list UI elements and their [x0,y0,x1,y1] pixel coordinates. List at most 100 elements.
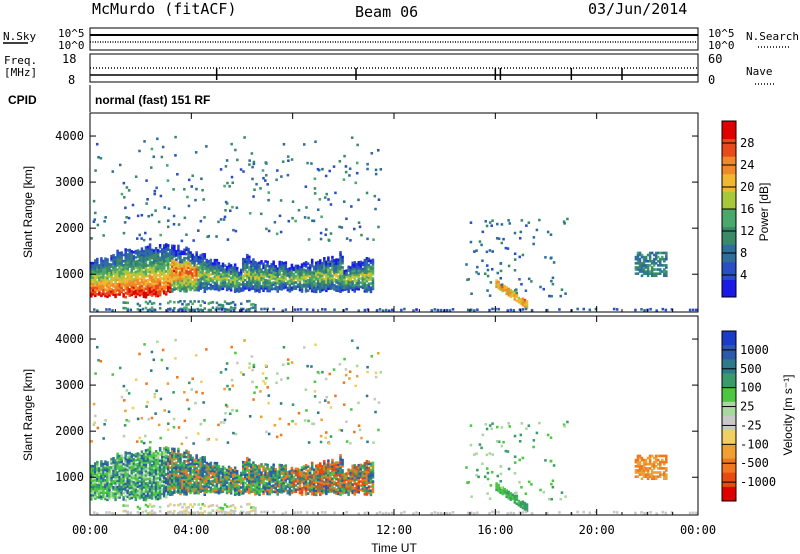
velocity-cell [130,482,134,485]
velocity-cell [175,477,178,481]
power-cell [321,280,324,284]
velocity-cell [278,469,282,473]
power-cell [140,255,144,259]
power-cell [136,265,140,269]
power-cell [179,279,182,282]
power-cell [387,309,391,312]
velocity-cell [162,463,166,467]
power-cell [509,291,513,294]
power-cell [640,264,644,267]
velocity-cell [150,466,154,469]
power-cell [235,277,239,280]
power-cell [96,309,99,312]
power-cell [321,288,324,292]
velocity-cell [215,468,219,471]
velocity-cell [175,469,178,473]
velocity-cell [353,482,356,486]
velocity-cell [325,484,328,487]
power-cell [112,289,115,292]
power-cell [201,269,204,273]
velocity-cell [345,474,348,478]
power-cell [197,282,200,286]
power-cell [349,276,352,280]
power-cell [355,269,359,272]
power-cell [193,270,196,273]
power-cell [128,290,132,293]
velocity-cell [110,486,113,490]
power-cell [191,268,194,271]
power-cell [146,282,150,286]
power-cell [201,300,204,303]
power-cell [507,287,511,291]
power-cell [367,278,371,281]
power-cell [94,284,97,287]
power-cell [128,273,132,277]
velocity-cell [252,465,255,469]
velocity-cell [225,479,229,482]
power-cell [258,265,261,269]
power-cell [215,275,219,279]
velocity-cell [177,460,180,463]
power-cell [160,250,164,253]
power-cell [171,263,174,266]
power-cell [365,261,369,264]
power-cell [112,266,115,269]
power-cell [349,286,352,290]
power-cell [114,260,117,263]
power-cell [266,260,269,264]
velocity-cell [345,478,348,482]
velocity-cell [152,487,156,491]
velocity-cell [357,463,361,467]
velocity-cell [169,491,172,494]
velocity-cell [345,491,348,494]
power-cell [162,277,166,280]
power-cell [207,266,211,269]
power-cell [135,237,139,240]
velocity-cell [205,488,209,492]
power-cell [154,261,158,265]
velocity-cell [239,477,243,481]
power-cell [154,280,158,283]
power-cell [195,274,198,277]
velocity-cell [302,473,306,477]
power-cell [183,283,186,287]
power-cell [515,291,519,295]
velocity-cell [118,477,121,481]
velocity-cell [215,478,219,482]
power-cell [183,260,186,264]
power-cell [644,270,648,273]
velocity-cell [148,465,152,468]
velocity-cell [225,487,229,491]
power-cell [351,282,354,285]
power-cell [213,285,217,289]
power-cell [167,266,170,270]
velocity-cell [132,462,136,465]
velocity-cell [268,467,271,471]
power-cell [310,262,314,266]
velocity-cell [235,484,239,487]
power-cell [256,280,259,284]
power-cell [134,272,138,276]
power-cell [142,272,146,276]
power-cell [227,264,231,268]
power-cell [225,288,229,292]
velocity-cell [205,490,209,494]
power-cell [134,285,138,288]
power-cell [298,282,302,286]
power-cell [650,251,654,255]
velocity-cell [197,483,200,487]
power-cell [276,290,279,293]
velocity-cell [156,491,160,495]
power-cell [296,283,300,286]
power-cell [213,263,217,266]
power-cell [203,280,207,283]
power-cell [120,280,123,283]
velocity-cell [284,485,288,488]
velocity-cell [106,481,109,485]
power-cell [154,263,158,267]
power-cell [287,219,291,223]
velocity-cell [298,468,302,472]
power-cell [299,308,303,311]
velocity-cell [284,474,288,478]
power-cell [357,285,361,289]
